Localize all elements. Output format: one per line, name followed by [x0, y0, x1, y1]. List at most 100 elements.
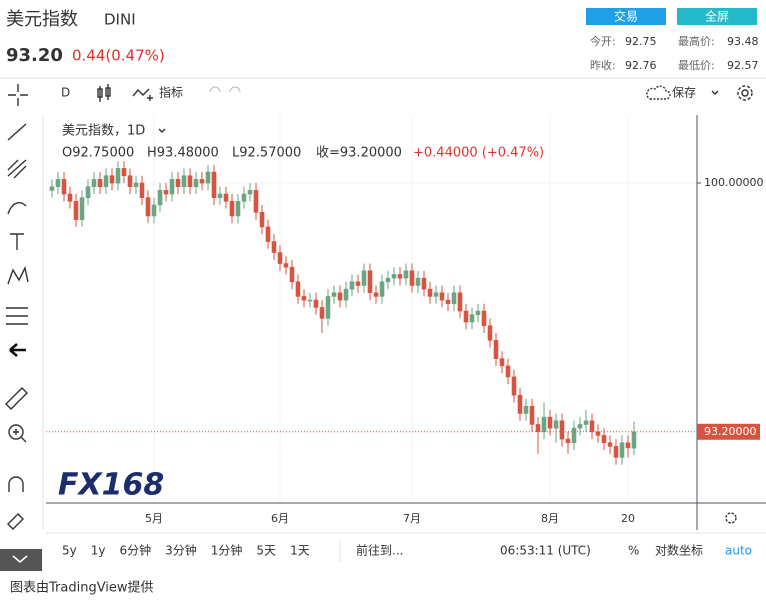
candle-body [229, 201, 235, 217]
chart-settings[interactable] [725, 512, 737, 524]
goto-button[interactable]: 前往到... [356, 543, 403, 558]
candle-body [619, 442, 625, 458]
title: 美元指数 [6, 9, 78, 30]
lock-draw-tool[interactable] [7, 513, 24, 530]
candle-body [235, 201, 241, 217]
range-button[interactable]: 1y [91, 544, 106, 558]
candle-body [595, 431, 601, 436]
candle-body [379, 281, 385, 297]
range-button[interactable]: 1分钟 [211, 543, 243, 558]
candle-body [277, 252, 283, 264]
x-tick-label: 6月 [271, 512, 289, 525]
range-button[interactable]: 1天 [290, 544, 310, 558]
candle-body [601, 435, 607, 444]
pitchfork-tool[interactable] [7, 159, 27, 179]
x-tick-label: 20 [621, 512, 635, 525]
candle-body [205, 171, 211, 184]
candle-body [241, 193, 247, 202]
indicators-button[interactable]: 指标 [132, 85, 183, 102]
candle-body [295, 281, 301, 297]
change: 0.44(0.47%) [72, 47, 165, 65]
candle-body [265, 226, 271, 242]
candle-body [133, 182, 139, 187]
candle-body [475, 310, 481, 316]
stat-label: 今开: [590, 34, 616, 48]
auto-toggle[interactable]: auto [725, 544, 752, 558]
last-price-box [697, 423, 760, 440]
chart: FX168 美元指数，1D O92.75000 H93.48000 L92.57… [46, 115, 766, 530]
candle-body [373, 292, 379, 297]
percent-toggle[interactable]: % [628, 544, 639, 558]
log-toggle[interactable]: 对数坐标 [655, 543, 703, 558]
candle-body [553, 420, 559, 429]
stat-label: 最高价: [678, 34, 715, 48]
candle-body [367, 270, 373, 294]
crosshair-tool[interactable] [8, 84, 28, 106]
collapse-toolbar[interactable] [0, 549, 42, 571]
candle-body [577, 424, 583, 429]
candle-body [631, 431, 637, 449]
zoom-tool[interactable] [8, 424, 27, 443]
interval[interactable]: D [61, 86, 70, 100]
candle-body [127, 175, 133, 187]
trade-button[interactable]: 交易 [586, 8, 666, 25]
button-label: 交易 [614, 9, 638, 24]
candle-body [85, 186, 91, 198]
legend-title: 美元指数，1D [62, 124, 145, 139]
candle-body [247, 190, 253, 195]
text-tool[interactable] [10, 233, 24, 250]
candle-body [415, 277, 421, 286]
candle-body [433, 292, 439, 297]
footer: 图表由TradingView提供 [10, 580, 154, 596]
y-tick-label: 100.00000 [704, 176, 764, 189]
x-tick-label: 8月 [541, 512, 559, 525]
candle-body [157, 190, 163, 206]
clock: 06:53:11 (UTC) [500, 544, 591, 558]
pattern-tool[interactable] [7, 265, 29, 285]
range-button[interactable]: 5y [62, 544, 77, 558]
candle-body [283, 263, 289, 268]
candle-body [451, 292, 457, 305]
candle-body [499, 358, 505, 367]
range-button[interactable]: 5天 [256, 544, 276, 558]
undo-redo[interactable] [209, 86, 241, 93]
ruler-tool[interactable] [5, 387, 28, 410]
candle-body [571, 427, 577, 444]
candle-body [319, 307, 325, 319]
magnet-tool[interactable] [8, 476, 24, 492]
ohlc-low: L92.57000 [232, 146, 301, 161]
settings-button[interactable] [737, 85, 753, 101]
grid [46, 115, 697, 502]
range-button[interactable]: 6分钟 [120, 543, 152, 558]
candle-body [115, 168, 121, 184]
range-buttons: 5y 1y 6分钟 3分钟 1分钟 5天 1天 [62, 543, 310, 558]
back-tool[interactable] [9, 343, 26, 357]
candle-body [391, 274, 397, 279]
candle-body [91, 179, 97, 187]
symbol: DINI [104, 11, 136, 29]
fib-tool[interactable] [6, 307, 28, 325]
candle-body [103, 175, 109, 187]
ohlc-high: H93.48000 [147, 146, 219, 161]
left-toolbar [0, 115, 44, 571]
candle-body [301, 296, 307, 301]
candle-body [385, 277, 391, 283]
candle-body [313, 299, 319, 308]
candle-body [181, 175, 187, 187]
range-button[interactable]: 3分钟 [165, 543, 197, 558]
save-button[interactable]: 保存 [646, 85, 719, 100]
candle-body [493, 340, 499, 359]
candle-body [565, 438, 571, 444]
watermark: FX168 [58, 468, 164, 503]
save-label: 保存 [672, 86, 696, 100]
candle-body [469, 314, 475, 323]
brush-tool[interactable] [7, 202, 27, 215]
candle-body [343, 288, 349, 301]
fullscreen-button[interactable]: 全屏 [677, 8, 757, 25]
candle-body [463, 310, 469, 323]
candle-body [511, 376, 517, 396]
candle-type[interactable] [97, 84, 111, 102]
trend-line-tool[interactable] [7, 123, 27, 141]
stat-label: 昨收: [590, 58, 616, 72]
